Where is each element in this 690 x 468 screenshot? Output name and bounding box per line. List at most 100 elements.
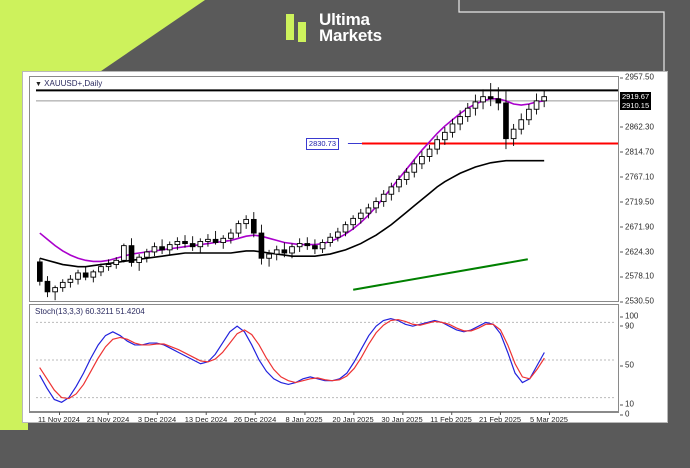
candle-body: [235, 223, 242, 234]
price-axis-tick: 2814.70: [620, 147, 654, 157]
price-axis-tick: 2957.50: [620, 72, 654, 82]
candle-body: [281, 249, 288, 254]
candle-body: [464, 107, 471, 118]
time-axis-tick: 21 Nov 2024: [86, 412, 130, 424]
candle-body: [143, 251, 150, 258]
candle-body: [442, 131, 448, 141]
time-axis-tick: 11 Feb 2025: [430, 412, 472, 424]
stochastic-pane[interactable]: Stoch(13,3,3) 60.3211 51.4204: [29, 304, 619, 412]
trend-line[interactable]: [353, 258, 528, 291]
price-axis-tick: 2578.10: [620, 271, 654, 281]
moving-average-line: [39, 97, 545, 263]
brand-wordmark: Ultima Markets: [319, 10, 382, 45]
candle-body: [373, 201, 379, 209]
price-axis-tick: 2671.90: [620, 222, 654, 232]
candle-body: [510, 128, 517, 140]
candle-body: [44, 280, 51, 293]
candle-body: [182, 241, 188, 245]
time-axis-tick: 3 Dec 2024: [137, 412, 177, 424]
candle-body: [457, 116, 463, 125]
candle-body: [174, 241, 181, 246]
price-chart-pane[interactable]: ▼ XAUUSD+,Daily 2830.73: [29, 76, 619, 302]
candle-body: [52, 287, 58, 293]
brand-line-2: Markets: [319, 26, 382, 45]
price-axis-tick: 2624.30: [620, 247, 654, 257]
current-price-box[interactable]: 2919.67 2910.15: [620, 91, 652, 110]
current-bid: 2910.15: [622, 100, 650, 110]
candle-body: [380, 193, 387, 203]
time-axis-tick: 20 Jan 2025: [332, 412, 374, 424]
price-axis[interactable]: 2957.50 2862.30 2814.70 2767.10 2719.50 2671.…: [619, 72, 667, 419]
price-axis-tick: 2530.50: [620, 296, 654, 306]
price-axis-tick: 2767.10: [620, 172, 654, 182]
candle-body: [480, 96, 486, 103]
candle-body: [304, 243, 311, 247]
candle-body: [312, 245, 318, 250]
accent-bottom: [0, 430, 690, 468]
candle-body: [37, 261, 43, 282]
candle-body: [189, 243, 196, 248]
candle-body: [503, 102, 509, 140]
candle-body: [541, 96, 547, 102]
candle-body: [472, 101, 479, 109]
candle-body: [289, 246, 295, 254]
candle-body: [388, 186, 395, 195]
price-level-annotation[interactable]: 2830.73: [305, 137, 340, 150]
candle-body: [136, 256, 142, 263]
ultima-markets-logo-icon: [286, 14, 306, 42]
candle-body: [205, 238, 211, 242]
candle-body: [105, 264, 112, 268]
stochastic-plot: [36, 318, 616, 403]
candle-body: [533, 100, 540, 110]
chart-inner: ▼ XAUUSD+,Daily 2830.73 Stoch(13,3,3) 60…: [23, 72, 667, 424]
symbol-label: ▼ XAUUSD+,Daily: [35, 79, 102, 88]
candle-body: [518, 119, 525, 130]
candle-body: [243, 218, 249, 225]
stoch-axis-tick: 100: [619, 311, 639, 321]
time-axis-tick: 8 Jan 2025: [285, 412, 323, 424]
candle-body: [82, 272, 89, 278]
candle-body: [495, 98, 502, 104]
candle-body: [220, 237, 227, 243]
time-axis-tick: 13 Dec 2024: [184, 412, 228, 424]
time-axis-tick: 26 Dec 2024: [233, 412, 277, 424]
candle-body: [121, 245, 127, 261]
time-axis-tick: 5 Mar 2025: [530, 412, 568, 424]
candle-body: [151, 246, 158, 253]
candle-body: [258, 232, 265, 259]
candle-body: [273, 249, 280, 255]
chevron-down-icon[interactable]: ▼: [35, 81, 42, 88]
candle-body: [335, 231, 341, 238]
price-axis-tick: 2719.50: [620, 197, 654, 207]
candle-body: [350, 217, 356, 226]
candle-body: [434, 139, 441, 150]
brand-line-1: Ultima: [319, 10, 370, 29]
candle-body: [266, 253, 272, 259]
stoch-axis-tick: 0: [619, 409, 630, 419]
stoch-axis-tick: 90: [620, 321, 634, 331]
time-axis-tick: 11 Nov 2024: [38, 412, 80, 424]
candle-body: [487, 96, 494, 100]
candle-body: [296, 243, 303, 248]
candle-body: [128, 245, 135, 263]
price-plot: [36, 83, 618, 301]
time-axis-tick: 21 Feb 2025: [478, 412, 522, 424]
candle-body: [526, 108, 532, 121]
chart-window[interactable]: ▼ XAUUSD+,Daily 2830.73 Stoch(13,3,3) 60…: [22, 71, 668, 424]
candle-body: [75, 272, 81, 280]
time-axis[interactable]: 11 Nov 2024 21 Nov 2024 3 Dec 2024 13 Dec 2…: [29, 412, 619, 427]
candle-body: [166, 244, 173, 251]
symbol-text: XAUUSD+,Daily: [44, 79, 103, 88]
candle-body: [449, 123, 456, 133]
candle-body: [319, 242, 326, 250]
current-ask: 2919.67: [622, 91, 650, 101]
candle-body: [342, 224, 349, 233]
candle-body: [212, 238, 219, 243]
candle-body: [365, 207, 372, 214]
time-axis-tick: 30 Jan 2025: [381, 412, 423, 424]
candle-body: [419, 156, 425, 165]
candle-body: [90, 271, 97, 278]
price-axis-tick: 2862.30: [620, 122, 654, 132]
candle-body: [98, 266, 104, 273]
candle-body: [67, 278, 74, 283]
